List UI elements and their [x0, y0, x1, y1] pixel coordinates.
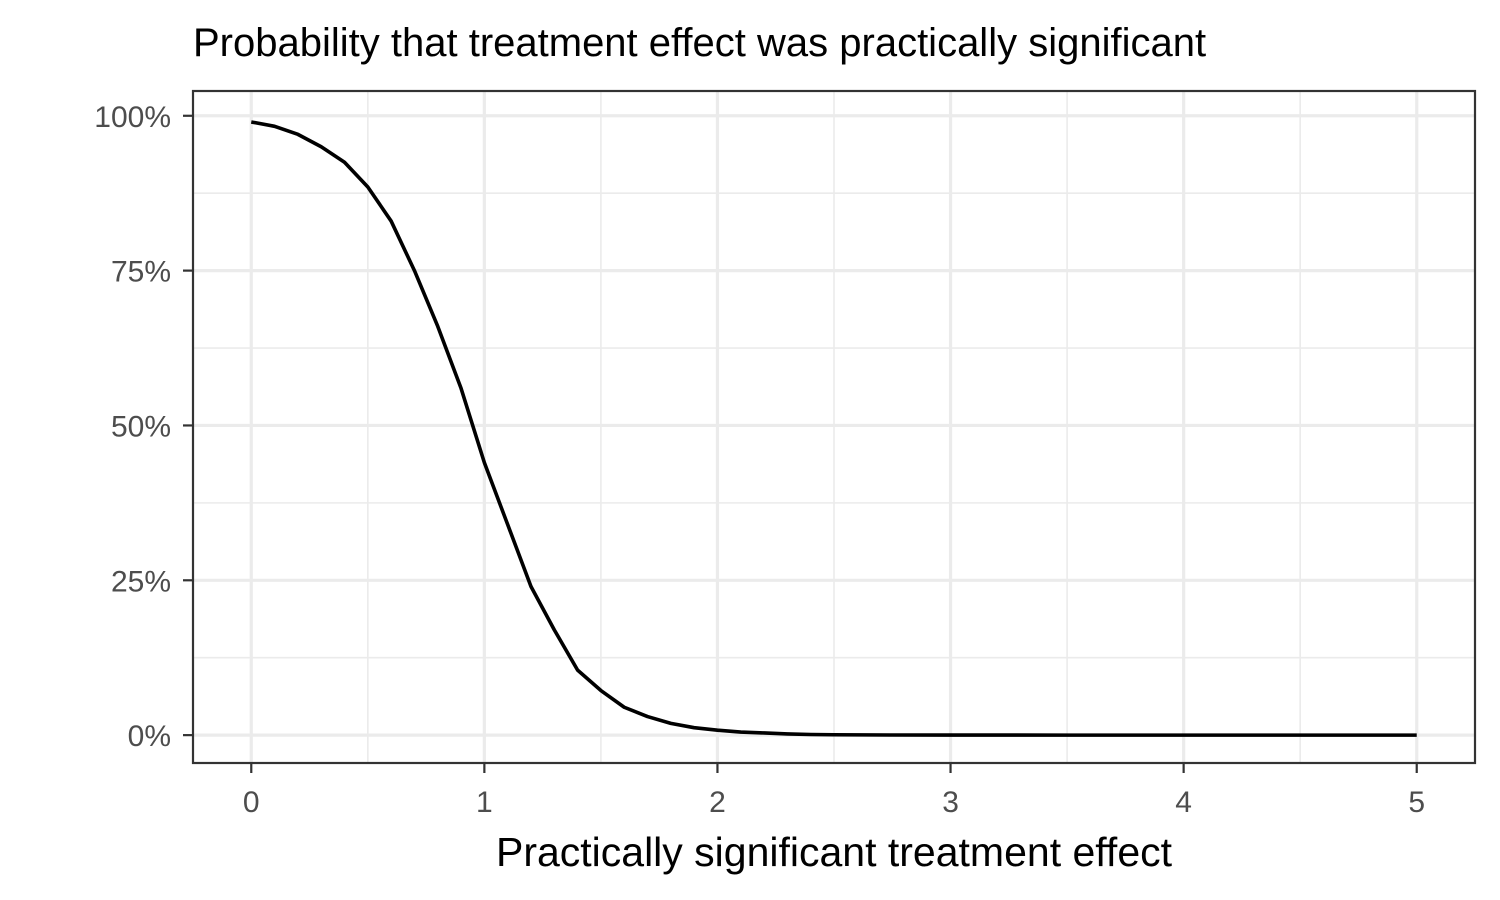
x-tick-label: 1 [476, 786, 493, 819]
major-gridlines [193, 91, 1475, 763]
x-tick-label: 0 [243, 786, 260, 819]
x-axis: 0 1 2 3 4 5 [243, 763, 1425, 819]
series-layer [250, 120, 1417, 737]
series-line [250, 120, 1417, 737]
y-tick-label: 25% [111, 565, 171, 598]
x-tick-label: 5 [1408, 786, 1425, 819]
y-tick-label: 0% [128, 720, 171, 753]
x-axis-title: Practically significant treatment effect [496, 829, 1173, 875]
y-tick-label: 100% [94, 101, 171, 134]
panel-border [191, 89, 1477, 765]
x-tick-label: 4 [1175, 786, 1192, 819]
y-tick-label: 75% [111, 256, 171, 289]
y-tick-label: 50% [111, 410, 171, 443]
y-axis: 0% 25% 50% 75% 100% [94, 101, 193, 753]
x-tick-label: 3 [942, 786, 959, 819]
chart-title: Probability that treatment effect was pr… [193, 21, 1206, 65]
x-tick-label: 2 [709, 786, 726, 819]
